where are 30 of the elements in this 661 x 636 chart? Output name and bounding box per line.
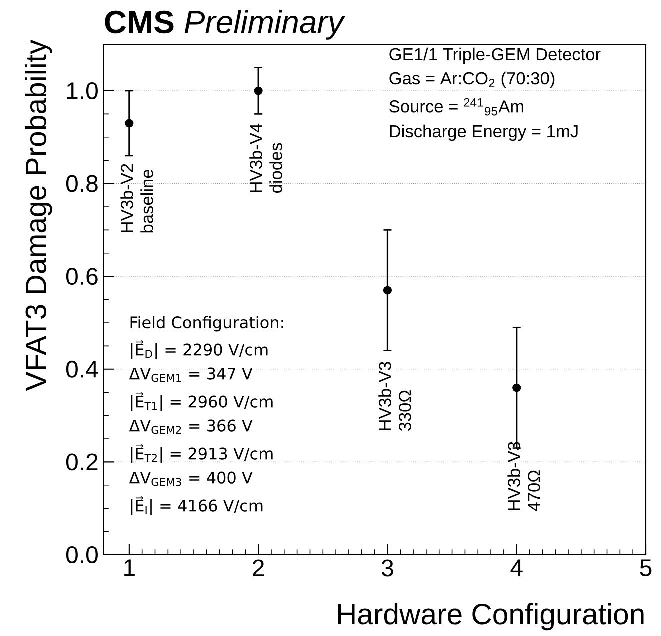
y-tick-label: 0.0: [66, 546, 98, 564]
annotation: HV3b-V4 diodes: [250, 124, 282, 193]
x-axis-title: Hardware Configuration: [338, 603, 644, 631]
annotation: |E⃗$_{T1}$| = 2960 V/cm: [131, 392, 273, 412]
y-axis-title: VFAT3 Damage Probability: [24, 40, 52, 392]
annotation: Gas = Ar:CO$_{2}$ (70:30): [390, 72, 555, 88]
y-tick-label: 0.8: [66, 175, 98, 192]
annotation: HV3b-V3 470Ω: [508, 442, 540, 512]
annotation: Field Configuration:: [130, 316, 284, 332]
annotation: GE1/1 Triple-GEM Detector: [390, 48, 601, 64]
y-tick-label: 0.2: [66, 454, 98, 471]
y-tick-label: 1.0: [67, 82, 98, 100]
x-tick-label: 3: [382, 560, 394, 577]
annotation: |E⃗$_{I}$| = 4166 V/cm: [131, 496, 263, 516]
y-tick-label: 0.6: [66, 268, 98, 286]
annotation: |E⃗$_{T2}$| = 2913 V/cm: [131, 444, 273, 464]
x-tick-label: 5: [640, 560, 652, 576]
chart-title: CMS Preliminary: [105, 10, 346, 40]
annotation: |E⃗$_{D}$| = 2290 V/cm: [131, 340, 268, 360]
annotation: Discharge Energy = 1mJ: [390, 124, 578, 142]
annotation: Source = $^{241}$$_{95}$Am: [390, 98, 524, 116]
annotation: HV3b-V3 330Ω: [378, 362, 412, 432]
x-tick-label: 2: [253, 560, 264, 576]
x-tick-label: 4: [510, 560, 523, 576]
x-tick-label: 1: [124, 560, 135, 576]
annotation: ΔV$_{GEM2}$ = 366 V: [129, 420, 253, 434]
annotation: HV3b-V2 baseline: [120, 164, 154, 233]
annotation: ΔV$_{GEM3}$ = 400 V: [129, 472, 253, 486]
annotation: ΔV$_{GEM1}$ = 347 V: [129, 368, 253, 382]
y-tick-label: 0.4: [66, 360, 98, 378]
